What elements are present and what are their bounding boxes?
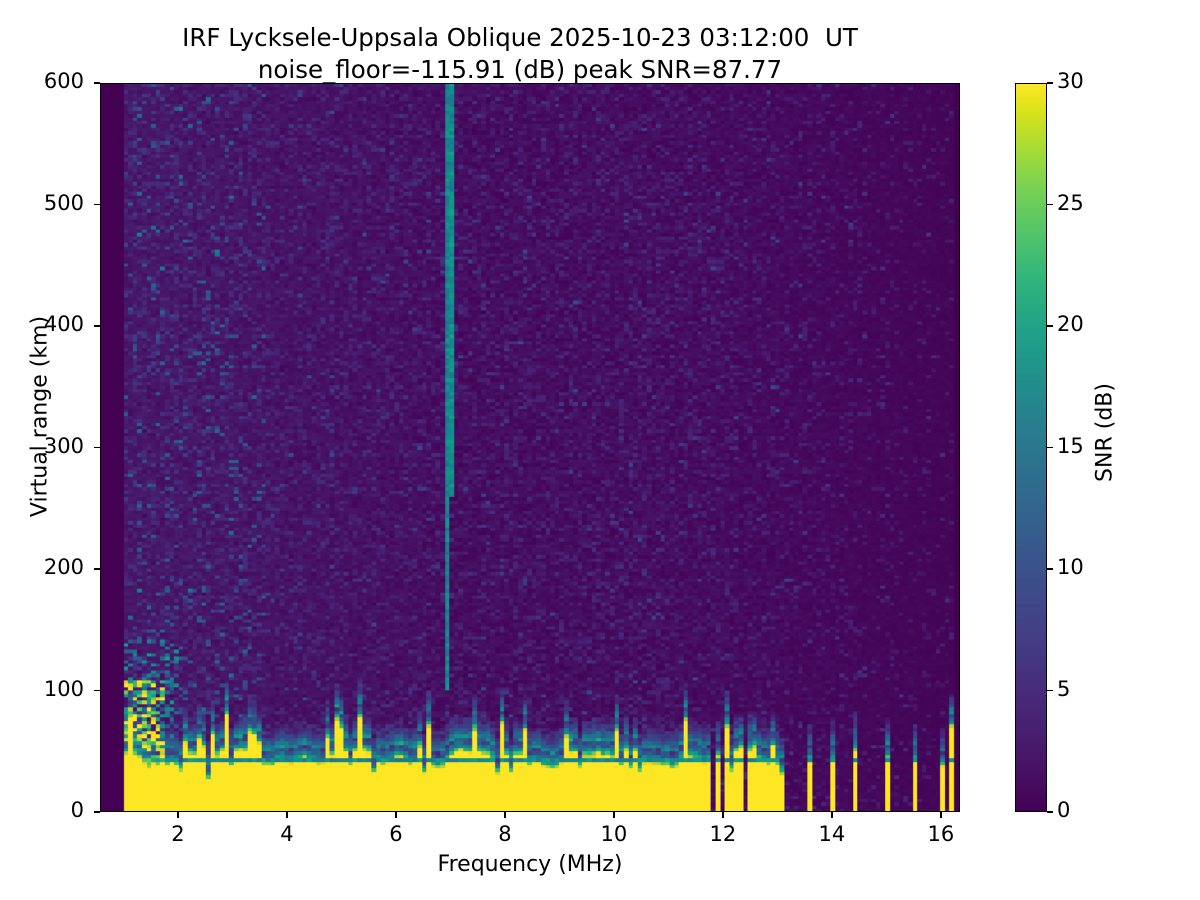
y-axis-tick: [94, 325, 100, 327]
x-axis-tick: [286, 812, 288, 818]
x-axis-tick: [395, 812, 397, 818]
y-axis-tick-label: 400: [43, 312, 84, 336]
x-axis-tick: [722, 812, 724, 818]
y-axis-tick: [94, 446, 100, 449]
colorbar-tick-label: 30: [1057, 69, 1084, 93]
colorbar-tick-label: 10: [1057, 555, 1084, 579]
colorbar-tick: [1047, 446, 1053, 449]
x-axis-tick-label: 8: [498, 822, 512, 846]
colorbar-tick-label: 20: [1057, 312, 1084, 336]
y-axis-tick-label: 0: [70, 798, 84, 822]
chart-title-block: IRF Lycksele-Uppsala Oblique 2025-10-23 …: [0, 22, 1040, 86]
x-axis-tick: [504, 812, 506, 818]
colorbar-tick-label: 15: [1057, 433, 1084, 458]
y-axis-tick: [94, 82, 100, 84]
y-axis-tick: [94, 203, 100, 206]
y-axis-tick-label: 500: [43, 190, 84, 215]
plot-area[interactable]: [100, 83, 960, 812]
colorbar: [1015, 83, 1047, 812]
y-axis-tick: [94, 568, 100, 570]
colorbar-tick-label: 25: [1057, 190, 1084, 215]
x-axis-tick-label: 16: [927, 822, 955, 846]
x-axis-tick: [831, 812, 833, 818]
x-axis-tick-label: 14: [818, 822, 846, 846]
x-axis-tick: [613, 812, 615, 818]
x-axis-tick-label: 2: [171, 822, 185, 846]
y-axis-tick-label: 100: [43, 676, 84, 701]
x-axis-tick-label: 12: [709, 822, 737, 846]
y-axis-tick: [94, 689, 100, 692]
x-axis-tick: [177, 812, 179, 818]
colorbar-tick: [1047, 203, 1053, 206]
x-axis-tick-label: 10: [600, 822, 628, 846]
y-axis-tick-label: 200: [43, 555, 84, 579]
chart-subtitle: noise_floor=-115.91 (dB) peak SNR=87.77: [257, 54, 783, 84]
y-axis-tick-label: 600: [43, 69, 84, 93]
x-axis-tick-label: 4: [280, 822, 294, 846]
colorbar-tick-label: 0: [1057, 798, 1071, 822]
colorbar-tick-label: 5: [1057, 676, 1071, 701]
x-axis-label: Frequency (MHz): [437, 852, 623, 877]
colorbar-tick: [1047, 325, 1053, 327]
x-axis-tick: [940, 812, 942, 818]
colorbar-label: SNR (dB): [1092, 383, 1118, 482]
ionogram-heatmap: [101, 84, 959, 811]
y-axis-tick-label: 300: [43, 433, 84, 458]
page-title: IRF Lycksele-Uppsala Oblique 2025-10-23 …: [182, 23, 858, 52]
colorbar-tick: [1047, 568, 1053, 570]
colorbar-tick: [1047, 811, 1053, 813]
colorbar-tick: [1047, 689, 1053, 692]
colorbar-tick: [1047, 82, 1053, 84]
x-axis-tick-label: 6: [389, 822, 403, 846]
y-axis-tick: [94, 811, 100, 813]
